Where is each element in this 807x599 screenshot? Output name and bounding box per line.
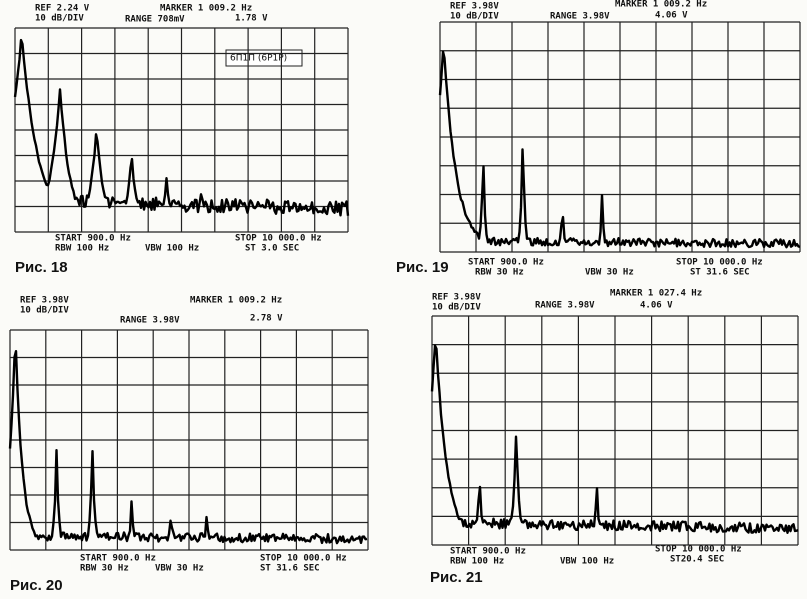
range: RANGE 708mV — [125, 15, 185, 25]
trace — [13, 38, 350, 217]
caption: Рис. 20 — [10, 577, 63, 594]
vbw: VBW 30 Hz — [155, 564, 204, 574]
scale: 10 dB/DIV — [450, 12, 499, 22]
sweep-time: ST20.4 SEC — [670, 555, 724, 565]
sweep-time: ST 3.0 SEC — [245, 244, 299, 254]
ref: REF 3.98V — [432, 293, 481, 303]
caption: Рис. 21 — [430, 569, 483, 586]
vbw: VBW 100 Hz — [560, 557, 614, 567]
start: START 900.0 Hz — [450, 547, 526, 557]
rbw: RBW 100 Hz — [55, 244, 109, 254]
scale: 10 dB/DIV — [432, 303, 481, 313]
tag: 6П1П (6P1P) — [230, 54, 287, 64]
level: 1.78 V — [235, 14, 268, 24]
level: 4.06 V — [655, 11, 688, 21]
marker: MARKER 1 027.4 Hz — [610, 289, 702, 299]
rbw: RBW 30 Hz — [475, 268, 524, 278]
rbw: RBW 30 Hz — [80, 564, 129, 574]
trace — [8, 350, 368, 545]
spectrum-screen — [438, 21, 801, 253]
level: 4.06 V — [640, 301, 673, 311]
spectrum-screen — [430, 315, 799, 546]
level: 2.78 V — [250, 314, 283, 324]
range: RANGE 3.98V — [535, 301, 595, 311]
marker: MARKER 1 009.2 Hz — [190, 296, 282, 306]
figure-20: REF 3.98V 10 dB/DIV MARKER 1 009.2 Hz RA… — [10, 296, 347, 594]
range: RANGE 3.98V — [550, 12, 610, 22]
stop: STOP 10 000.0 Hz — [655, 545, 742, 555]
trace — [430, 344, 799, 534]
rbw: RBW 100 Hz — [450, 557, 504, 567]
scale: 10 dB/DIV — [35, 14, 84, 24]
ref: REF 3.98V — [20, 296, 69, 306]
start: START 900.0 Hz — [80, 554, 156, 564]
stop: STOP 10 000.0 Hz — [235, 234, 322, 244]
range: RANGE 3.98V — [120, 316, 180, 326]
marker: MARKER 1 009.2 Hz — [160, 4, 252, 14]
stop: STOP 10 000.0 Hz — [676, 258, 763, 268]
spectrum-screen — [13, 27, 350, 233]
vbw: VBW 30 Hz — [585, 268, 634, 278]
vbw: VBW 100 Hz — [145, 244, 199, 254]
ref: REF 2.24 V — [35, 4, 90, 14]
caption: Рис. 18 — [15, 259, 68, 276]
figure-21: REF 3.98V 10 dB/DIV MARKER 1 027.4 Hz RA… — [430, 289, 742, 586]
scale: 10 dB/DIV — [20, 306, 69, 316]
sweep-time: ST 31.6 SEC — [260, 564, 320, 574]
figure-19: REF 3.98V 10 dB/DIV MARKER 1 009.2 Hz RA… — [396, 0, 763, 278]
trace — [438, 50, 801, 249]
spectrum-screen — [8, 329, 369, 551]
sweep-time: ST 31.6 SEC — [690, 268, 750, 278]
start: START 900.0 Hz — [468, 258, 544, 268]
stop: STOP 10 000.0 Hz — [260, 554, 347, 564]
start: START 900.0 Hz — [55, 234, 131, 244]
caption: Рис. 19 — [396, 259, 449, 276]
marker: MARKER 1 009.2 Hz — [615, 0, 707, 10]
ref: REF 3.98V — [450, 2, 499, 12]
